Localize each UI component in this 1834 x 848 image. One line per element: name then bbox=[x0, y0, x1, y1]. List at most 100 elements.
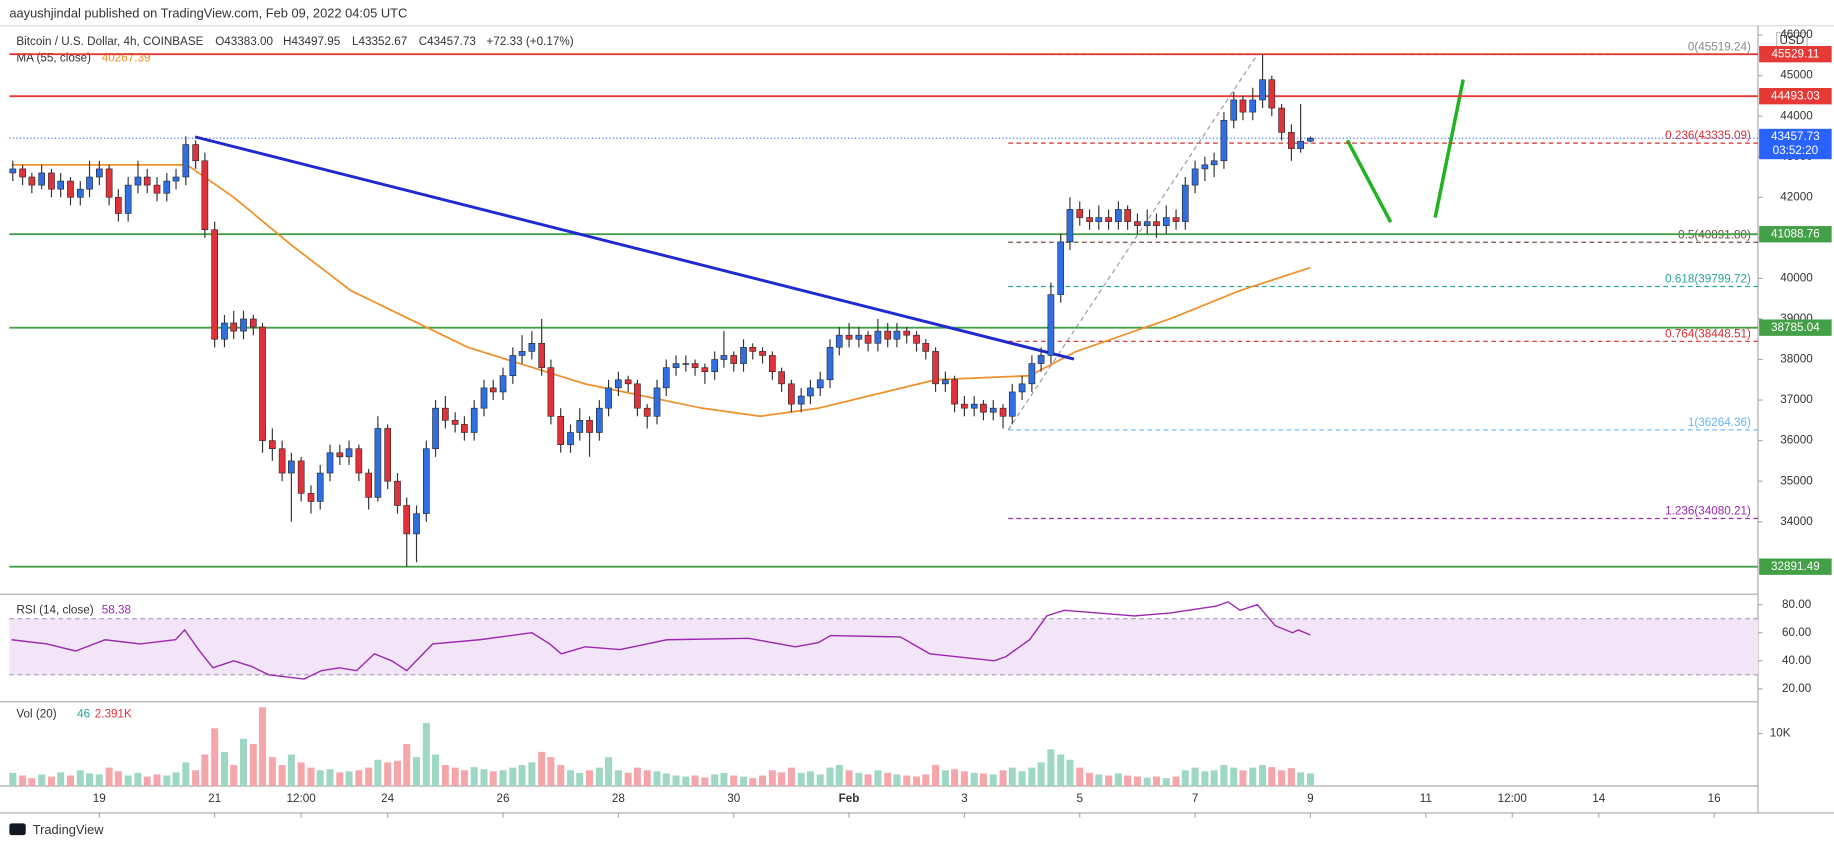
volume-bar bbox=[451, 767, 459, 787]
change: +72.33 (+0.17%) bbox=[487, 35, 574, 48]
candle-body bbox=[336, 452, 344, 458]
volume-bar bbox=[1018, 771, 1026, 787]
candle-body bbox=[1057, 241, 1065, 295]
candle-body bbox=[893, 330, 901, 340]
candle-body bbox=[586, 420, 593, 433]
candle-body bbox=[249, 318, 257, 328]
volume-bar bbox=[1249, 767, 1257, 787]
x-tick-label: 3 bbox=[961, 792, 968, 805]
candle-body bbox=[788, 383, 795, 405]
arrow-down bbox=[1345, 139, 1393, 224]
candle-body bbox=[509, 355, 517, 377]
candle-body bbox=[403, 505, 411, 535]
y-tick-label: 35000 bbox=[1780, 474, 1813, 487]
volume-bar bbox=[614, 770, 622, 787]
low: L43352.67 bbox=[352, 35, 407, 48]
candle-body bbox=[653, 387, 661, 417]
y-tick-label: 34000 bbox=[1780, 515, 1813, 528]
volume-bar bbox=[480, 769, 488, 787]
volume-bar bbox=[105, 767, 113, 787]
fib-label: 0.236(43335.09) bbox=[1665, 129, 1751, 142]
rsi-value: 58.38 bbox=[102, 604, 131, 617]
candle-body bbox=[143, 176, 151, 186]
candle-body bbox=[221, 322, 228, 340]
y-tick-label: 36000 bbox=[1780, 434, 1813, 447]
candle-body bbox=[384, 428, 392, 482]
volume-bar bbox=[239, 738, 248, 787]
volume-bar bbox=[749, 778, 757, 787]
volume-bar bbox=[1162, 778, 1170, 787]
candle-body bbox=[932, 351, 939, 385]
volume-bar bbox=[605, 757, 613, 787]
candle-body bbox=[48, 172, 55, 190]
level-label: 32891.49 bbox=[1771, 560, 1820, 573]
volume-bar bbox=[528, 762, 536, 787]
volume-bar bbox=[1066, 759, 1074, 787]
candle-body bbox=[1134, 221, 1141, 226]
candle-body bbox=[942, 379, 949, 385]
candle-body bbox=[1018, 383, 1026, 393]
volume-bar bbox=[999, 770, 1007, 787]
symbol: Bitcoin / U.S. Dollar, 4h, COINBASE bbox=[16, 35, 203, 48]
candle-body bbox=[1288, 132, 1295, 149]
candle-body bbox=[1191, 168, 1199, 186]
volume-bar bbox=[134, 772, 142, 787]
candle-body bbox=[1220, 119, 1228, 162]
volume-bar bbox=[47, 776, 55, 787]
volume-bar bbox=[143, 776, 151, 787]
rsi-tick-label: 60.00 bbox=[1782, 626, 1812, 639]
current-price-tag bbox=[1759, 128, 1832, 160]
candle-body bbox=[720, 355, 728, 360]
candle-body bbox=[316, 472, 324, 502]
candle-body bbox=[211, 229, 219, 340]
volume-bar bbox=[316, 770, 324, 787]
candle-body bbox=[528, 342, 536, 352]
volume-bar bbox=[499, 770, 507, 787]
x-tick-label: 7 bbox=[1192, 792, 1199, 805]
candle-body bbox=[38, 172, 45, 186]
candle-body bbox=[797, 395, 805, 405]
high: H43497.95 bbox=[283, 35, 341, 48]
volume-bar bbox=[326, 769, 334, 787]
vol-name: Vol (20) bbox=[16, 708, 56, 721]
candle-body bbox=[816, 379, 824, 389]
candle-body bbox=[557, 415, 565, 445]
candle-body bbox=[1037, 355, 1045, 364]
candle-body bbox=[1172, 217, 1180, 222]
publisher: aayushjindal published on TradingView.co… bbox=[9, 5, 407, 20]
candle-body bbox=[95, 168, 103, 178]
candle-body bbox=[643, 407, 651, 417]
candle-body bbox=[970, 403, 978, 409]
y-tick-label: 46000 bbox=[1780, 28, 1813, 41]
candle-body bbox=[1268, 79, 1276, 109]
volume-bar bbox=[884, 772, 892, 787]
volume-bar bbox=[19, 775, 27, 787]
volume-bar bbox=[1297, 772, 1305, 787]
volume-bar bbox=[201, 754, 209, 787]
volume-bar bbox=[393, 760, 401, 787]
candle-body bbox=[470, 407, 478, 433]
volume-bar bbox=[355, 770, 363, 787]
volume-bar bbox=[76, 770, 84, 787]
candle-body bbox=[615, 379, 622, 389]
volume-bar bbox=[806, 771, 814, 787]
candle-body bbox=[67, 180, 74, 198]
candle-body bbox=[596, 407, 603, 433]
x-tick-label: 30 bbox=[727, 792, 741, 805]
candle-body bbox=[576, 420, 584, 433]
candle-body bbox=[269, 440, 276, 450]
candle-body bbox=[999, 407, 1007, 417]
volume-bar bbox=[701, 777, 709, 787]
candle-body bbox=[672, 363, 680, 368]
volume-bar bbox=[287, 754, 295, 787]
candle-body bbox=[778, 371, 785, 385]
volume-bar bbox=[1201, 771, 1209, 787]
volume-bar bbox=[345, 771, 353, 787]
level-label: 41088.76 bbox=[1771, 227, 1820, 240]
candle-body bbox=[903, 330, 911, 336]
candle-body bbox=[1278, 107, 1285, 133]
y-tick-label: 38000 bbox=[1780, 353, 1813, 366]
rsi-band bbox=[9, 618, 1758, 675]
level-label: 45529.11 bbox=[1771, 47, 1819, 60]
